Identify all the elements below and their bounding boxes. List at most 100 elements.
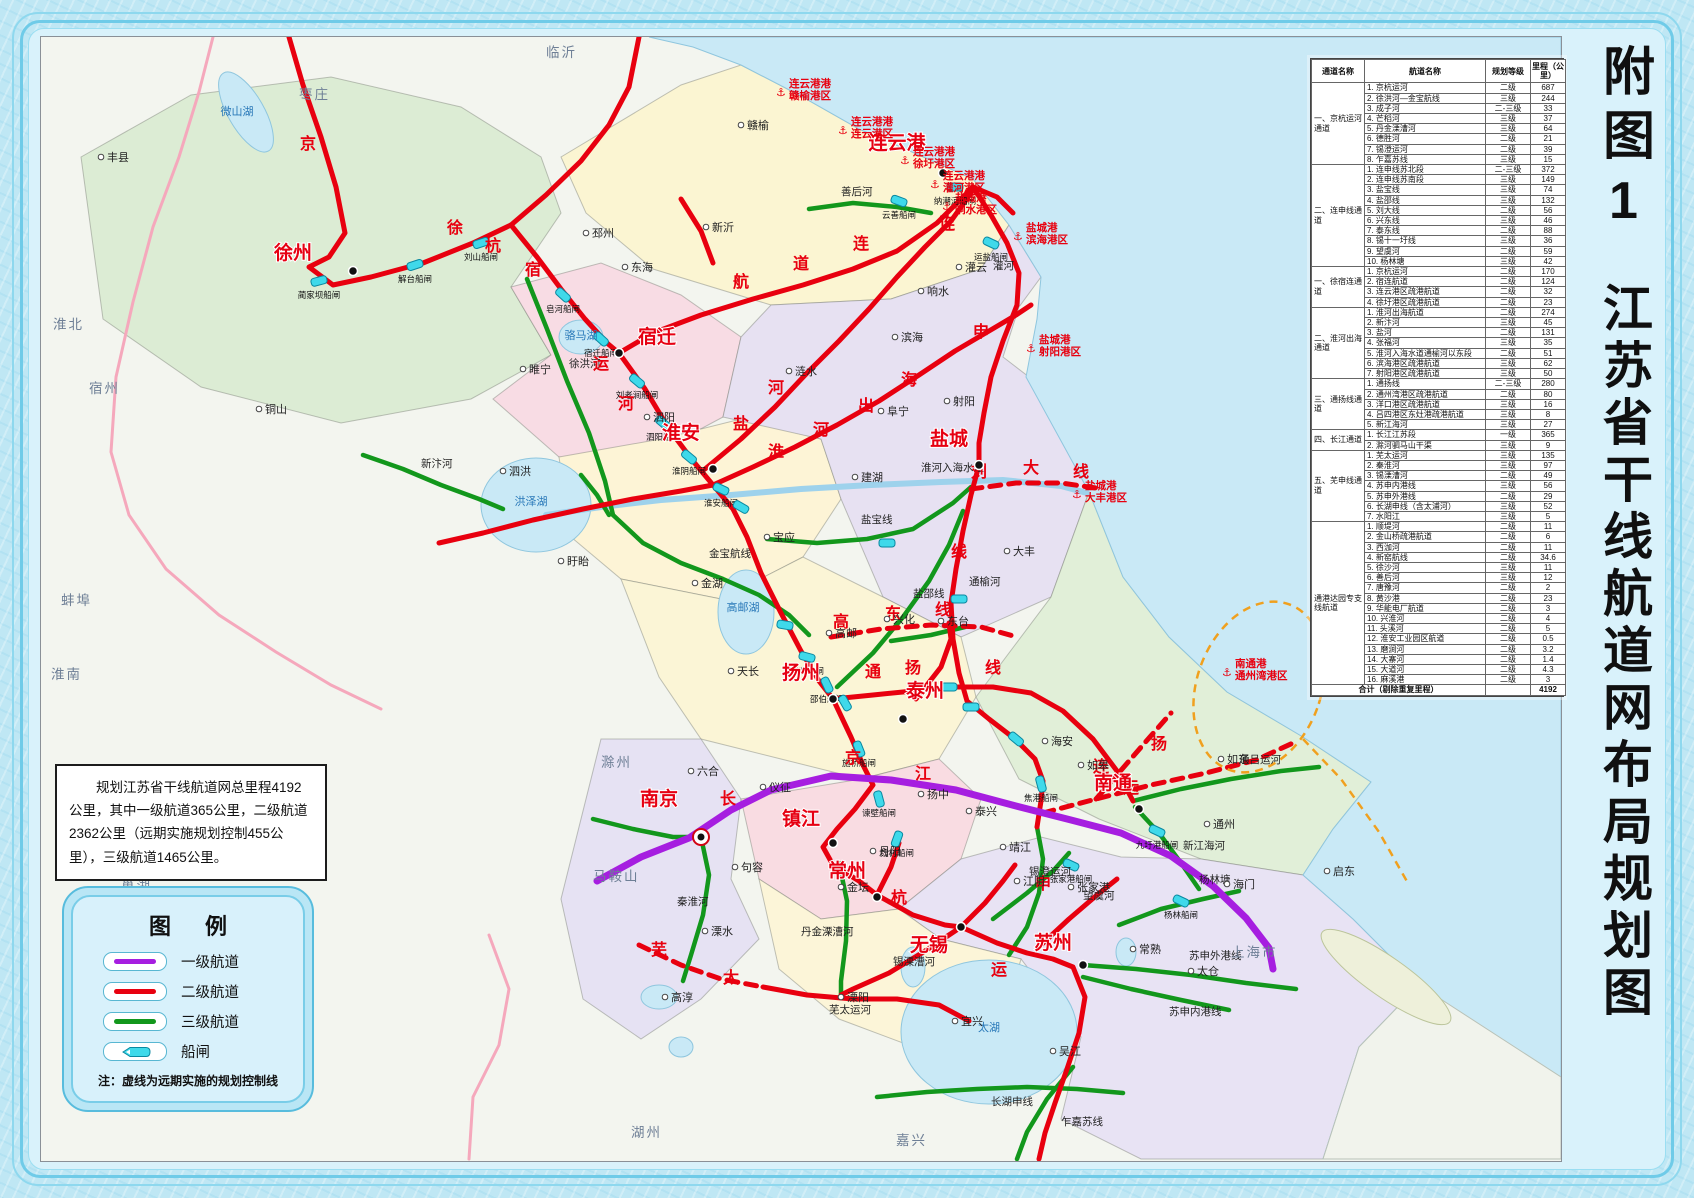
town-dot [955,263,963,271]
route-char: 连 [853,234,870,253]
waterway-name: 5. 徐沙河 [1364,561,1486,574]
plan-level: 二-三级 [1485,164,1531,176]
route-characters: 京徐杭宿运河连申线航道连淮河出海盐河通扬线高东线刘大线京杭运长江芜太申连扬运 [300,134,1167,987]
legend-title: 图 例 [148,914,242,939]
route-善后河 [806,200,934,216]
waterway-label: 杨林塘 [1199,873,1231,886]
ship-lock [593,331,609,347]
mileage: 3 [1530,674,1566,686]
route-新汴河 [360,452,506,512]
route-京杭运河苏中苏南段 [710,482,1088,1161]
channel-group: 三、通扬线通道 [1311,378,1365,431]
mileage: 12 [1530,572,1566,584]
city-label: 南京 [640,787,678,810]
tongzhouwan-ellipse [1192,600,1326,774]
ship-lock [950,594,968,604]
waterway-name: 1. 京杭运河 [1364,266,1486,278]
mileage: 29 [1530,490,1566,502]
lock-label: 焦港船闸 [1024,793,1058,803]
waterway-label: 锡溧漕河 [893,955,935,968]
waterway-label: 通吕运河 [1239,754,1281,766]
table-row: 3. 盐河 二级 131 [1312,327,1566,339]
route-char: 道 [793,254,809,273]
route-苏申外港线 [1080,962,1299,992]
town-label: 灌云 [965,261,987,274]
ship-lock [406,259,424,271]
town-label: 宜兴 [961,1014,983,1028]
town-dot [255,405,263,413]
plan-level: 二级 [1485,143,1531,155]
route-char: 江 [915,765,931,783]
lock-icon [1148,824,1166,838]
city-label: 盐城 [930,427,968,450]
waterway-label: 苏申外港线 [1189,949,1242,962]
lock-icon [122,1046,151,1057]
town-label: 句容 [741,860,763,874]
lock-label: 刘老涧船闸 [616,390,659,400]
city-marker [973,459,985,471]
city-label: 泰州 [905,679,944,702]
anchor-icon: ⚓ [838,125,848,137]
city-marker [347,265,359,277]
waterway-name: 8. 黄沙港 [1364,592,1486,604]
route-char: 徐 [446,218,463,237]
city-label: 镇江 [782,807,820,830]
legend-item: 三级航道 [85,1011,291,1032]
waterway-name: 16. 麻溪港 [1364,674,1486,686]
waterway-label: 长湖申线 [991,1095,1033,1108]
table-row: 4. 徐圩港区疏港航道 二级 23 [1312,296,1566,308]
mileage: 64 [1530,123,1566,135]
port-name-line2: 滨海港区 [1026,233,1068,246]
port-name-line2: 灌河港区 [943,181,985,194]
ship-lock [712,482,730,496]
mileage: 59 [1530,245,1566,257]
lock-label: 解台船闸 [398,274,432,284]
waterway-label: 新汴河 [421,457,453,470]
waterway-name: 8. 锡十一圩线 [1364,235,1486,247]
town-label: 太仓 [1197,964,1219,978]
mileage: 56 [1530,480,1566,492]
waterway-name: 2. 秦淮河 [1364,459,1486,472]
neighbor-label: 淮北 [53,317,84,332]
lock-icon [1172,894,1190,908]
waterway-name: 3. 洋口港区疏港航道 [1364,398,1486,410]
mileage: 56 [1530,204,1566,217]
channel-group: 二、淮河出海通道 [1311,306,1365,380]
table-row: 4. 张福河 三级 35 [1312,337,1566,349]
mileage: 62 [1530,357,1566,370]
plan-level: 三级 [1485,368,1531,380]
table-row: 6. 滨海港区疏港航道 三级 62 [1312,357,1566,370]
route-高东线 [828,622,1020,640]
table-row: 三、通扬线通道 1. 通扬线 二-三级 280 [1311,378,1566,431]
route-char: 申 [973,322,989,341]
neighbor-label: 湖州 [631,1125,662,1140]
waterway-name: 4. 徐圩港区疏港航道 [1364,296,1486,308]
waterway-name: 3. 锡溧漕河 [1364,470,1486,482]
waterway-label: 盐邵线 [913,587,945,600]
neighbor-label: 淮南 [51,667,82,682]
lake-name: 骆马湖 [565,328,598,342]
waterway-name: 7. 泰东线 [1364,225,1486,237]
port-name-line2: 通州湾港区 [1235,669,1288,682]
waterway-name: 3. 盐宝线 [1364,184,1486,196]
port-labels: ⚓连云港港赣榆港区⚓连云港港连云港区⚓连云港港徐圩港区⚓连云港港灌河港区⚓盐城港… [776,77,1288,682]
route-char: 京 [300,134,316,153]
town-label: 海安 [1051,734,1073,748]
waterway-label: 新江海河 [1183,839,1225,852]
table-row: 二、连申线通道 1. 连申线苏北段 二-三级 372 [1311,164,1566,268]
waterway-name: 7. 锡澄运河 [1364,143,1486,155]
shanghai-land [1322,984,1561,1160]
lock-label: 邵伯船闸 [810,694,844,704]
legend-item-label: 三级航道 [181,1015,239,1031]
neighbor-label: 嘉兴 [896,1133,927,1148]
lock-icon [593,331,609,347]
route-张福河 [578,472,612,518]
table-row: 2. 通州湾港区疏港航道 二级 80 [1312,388,1566,400]
table-row: 2. 徐洪河—金宝航线 三级 244 [1312,92,1566,104]
route-盐邵线 [834,508,966,690]
waterway-name: 4. 盐邵线 [1364,194,1486,206]
town-dot [999,843,1007,851]
town-label: 高淳 [671,990,693,1004]
col-level: 规划等级 [1485,58,1531,84]
ship-lock [1008,731,1024,747]
